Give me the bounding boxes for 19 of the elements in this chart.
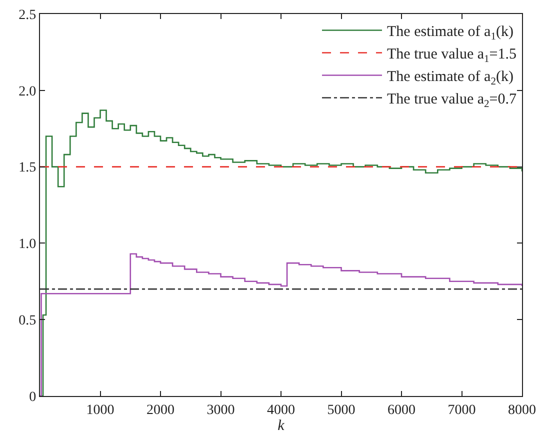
x-tick-label: 2000 bbox=[146, 402, 174, 418]
y-tick-label: 0 bbox=[29, 390, 36, 405]
y-tick-label: 1.0 bbox=[18, 237, 36, 252]
y-tick-label: 0.5 bbox=[18, 314, 36, 328]
y-tick-label: 1.5 bbox=[18, 160, 36, 176]
x-tick-label: 5000 bbox=[327, 402, 356, 418]
legend-label: The estimate of a$_{2}$(k) bbox=[387, 69, 514, 88]
y-tick-label: 2.0 bbox=[18, 84, 36, 100]
legend-label: The estimate of a$_{1}$(k) bbox=[387, 24, 514, 42]
legend-label: The true value a$_{1}$=1.5 bbox=[387, 46, 516, 65]
x-tick-label: 1000 bbox=[86, 402, 114, 418]
x-tick-label: 4000 bbox=[267, 402, 295, 418]
x-tick-label: 7000 bbox=[448, 402, 476, 418]
x-tick-label: 6000 bbox=[388, 402, 416, 418]
x-tick-label: 8000 bbox=[508, 402, 536, 418]
legend-label: The true value a$_{2}$=0.7 bbox=[387, 92, 517, 110]
x-tick-label: 3000 bbox=[206, 402, 235, 418]
x-axis-title: k bbox=[278, 418, 285, 434]
y-tick-label: 2.5 bbox=[18, 8, 36, 23]
